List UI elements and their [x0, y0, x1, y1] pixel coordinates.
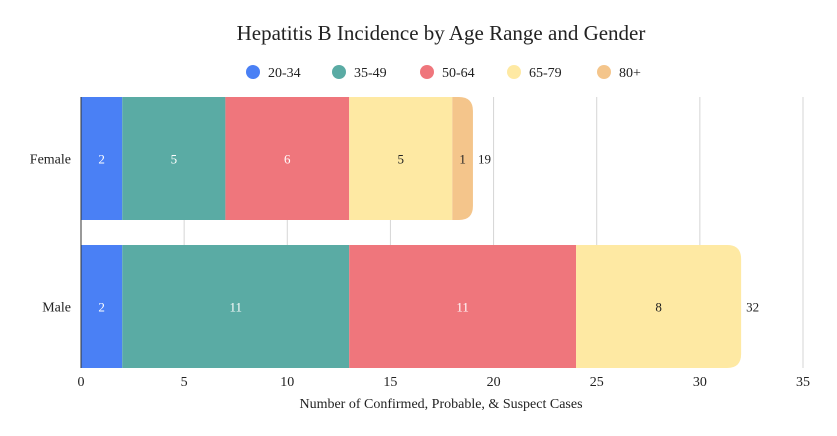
bars: Female 2 5 6 5 1 19 Male 2 11 11 8 32 — [30, 97, 759, 368]
data-label: 5 — [397, 152, 404, 167]
y-tick-label: Male — [42, 301, 71, 316]
bar-segment-male-50-64[interactable] — [349, 245, 577, 368]
chart-title: Hepatitis B Incidence by Age Range and G… — [237, 21, 646, 45]
bar-segment-female-80+[interactable] — [452, 97, 473, 220]
data-label: 8 — [655, 300, 662, 315]
x-tick-label: 5 — [181, 375, 188, 390]
x-tick-label: 30 — [693, 375, 707, 390]
bar-segment-female-20-34[interactable] — [81, 97, 123, 220]
data-label: 1 — [459, 152, 466, 167]
bar-segment-female-65-79[interactable] — [349, 97, 453, 220]
data-label: 2 — [98, 300, 105, 315]
x-tick-label: 10 — [280, 375, 294, 390]
x-axis: 0 5 10 15 20 25 30 35 — [78, 97, 810, 390]
legend-label[interactable]: 50-64 — [442, 66, 475, 81]
legend-label[interactable]: 35-49 — [354, 66, 387, 81]
legend-label[interactable]: 80+ — [619, 66, 641, 81]
bar-segment-female-50-64[interactable] — [225, 97, 350, 220]
data-label: 2 — [98, 152, 105, 167]
data-label: 5 — [171, 152, 178, 167]
bar-segment-male-35-49[interactable] — [122, 245, 350, 368]
data-label: 11 — [456, 300, 469, 315]
bar-segment-female-35-49[interactable] — [122, 97, 226, 220]
total-label: 32 — [746, 300, 759, 315]
legend-label[interactable]: 20-34 — [268, 66, 301, 81]
data-label: 11 — [229, 300, 242, 315]
legend-swatch — [597, 65, 611, 79]
data-label: 6 — [284, 152, 291, 167]
x-axis-label: Number of Confirmed, Probable, & Suspect… — [299, 397, 582, 412]
legend-swatch — [246, 65, 260, 79]
legend-swatch — [420, 65, 434, 79]
legend: 20-34 35-49 50-64 65-79 80+ — [246, 65, 641, 81]
legend-label[interactable]: 65-79 — [529, 66, 562, 81]
legend-swatch — [507, 65, 521, 79]
x-tick-label: 25 — [590, 375, 604, 390]
y-tick-label: Female — [30, 153, 71, 168]
x-tick-label: 15 — [383, 375, 397, 390]
bar-segment-male-65-79[interactable] — [576, 245, 742, 368]
bar-segment-male-20-34[interactable] — [81, 245, 123, 368]
x-tick-label: 0 — [78, 375, 85, 390]
total-label: 19 — [478, 152, 491, 167]
x-tick-label: 20 — [487, 375, 501, 390]
legend-swatch — [332, 65, 346, 79]
x-tick-label: 35 — [796, 375, 810, 390]
